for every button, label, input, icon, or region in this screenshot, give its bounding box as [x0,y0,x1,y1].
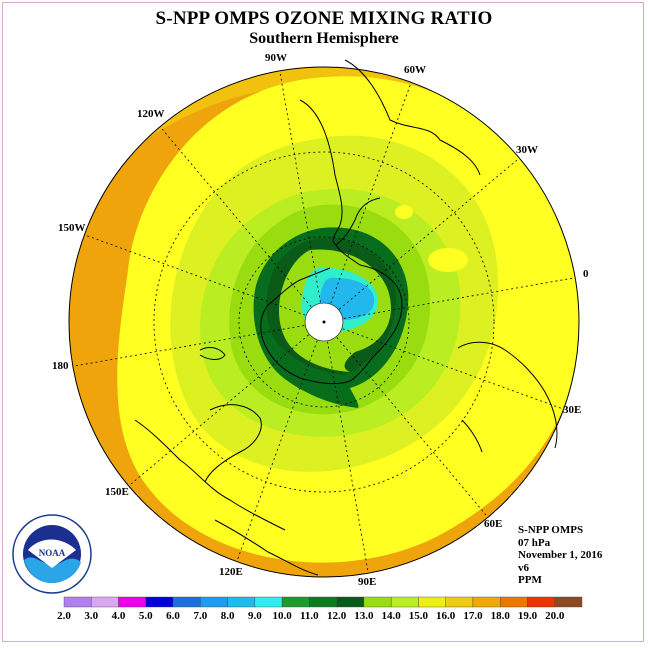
info-level: 07 hPa [518,536,551,549]
lon-label-120e: 120E [219,566,243,578]
colorbar-tick-label: 9.0 [248,610,262,622]
colorbar-swatch [309,596,337,608]
lon-label-150w: 150W [58,222,86,234]
info-version: v6 [518,561,529,574]
colorbar-tick-label: 16.0 [436,610,456,622]
colorbar: 2.0 3.0 4.0 5.0 6.0 7.0 8.0 9.0 10.0 11.0 12.0 13.0… [57,596,583,622]
lon-label-30w: 30W [516,144,538,156]
colorbar-tick-label: 3.0 [84,610,98,622]
colorbar-tick-label: 12.0 [327,610,347,622]
colorbar-swatch [200,596,228,608]
colorbar-swatch [63,596,92,608]
colorbar-swatch [500,596,528,608]
colorbar-tick-label: 13.0 [354,610,374,622]
colorbar-tick-label: 20.0 [545,610,565,622]
lon-label-90w: 90W [265,52,287,64]
colorbar-swatch [472,596,501,608]
colorbar-tick-label: 10.0 [272,610,292,622]
colorbar-tick-label: 19.0 [518,610,538,622]
lon-label-60e: 60E [484,518,503,530]
colorbar-tick-label: 4.0 [112,610,126,622]
colorbar-tick-label: 11.0 [300,610,319,622]
map-subtitle: Southern Hemisphere [249,30,399,47]
colorbar-swatch [527,596,555,608]
colorbar-swatch [227,596,256,608]
colorbar-tick-label: 6.0 [166,610,180,622]
colorbar-tick-label: 18.0 [491,610,511,622]
info-instrument: S-NPP OMPS [518,524,584,536]
info-date: November 1, 2016 [518,549,603,561]
colorbar-swatch [418,596,446,608]
map-title: S-NPP OMPS OZONE MIXING RATIO [155,8,493,29]
figure-frame [2,2,644,642]
colorbar-tick-label: 7.0 [193,610,207,622]
lon-label-180: 180 [52,360,69,372]
colorbar-swatch [145,596,174,608]
colorbar-swatch [91,596,119,608]
colorbar-swatch [172,596,201,608]
colorbar-tick-label: 15.0 [409,610,429,622]
lon-label-90e: 90E [358,576,377,588]
colorbar-tick-label: 17.0 [463,610,483,622]
svg-text:NOAA: NOAA [39,548,66,558]
colorbar-tick-label: 14.0 [382,610,402,622]
colorbar-swatch [118,596,146,608]
product-info: S-NPP OMPS 07 hPa November 1, 2016 v6 PP… [518,524,602,587]
noaa-logo: NOAA [12,514,92,594]
graticule [72,70,576,574]
colorbar-swatch [254,596,283,608]
lon-label-120w: 120W [137,108,165,120]
lon-label-60w: 60W [404,64,426,76]
colorbar-swatch [281,596,310,608]
colorbar-swatch [554,596,583,608]
colorbar-swatch [390,596,419,608]
colorbar-swatch [363,596,392,608]
colorbar-tick-label: 5.0 [139,610,153,622]
coastlines [134,59,558,576]
map-boundary [68,66,580,578]
lon-label-0: 0 [583,268,589,280]
lon-label-150e: 150E [105,486,129,498]
colorbar-tick-label: 8.0 [221,610,235,622]
colorbar-swatch [336,596,365,608]
colorbar-tick-label: 2.0 [57,610,71,622]
lon-label-30e: 30E [563,404,582,416]
ozone-field [69,67,579,577]
colorbar-swatch [445,596,474,608]
south-pole-marker [322,320,326,324]
info-units: PPM [518,574,542,586]
